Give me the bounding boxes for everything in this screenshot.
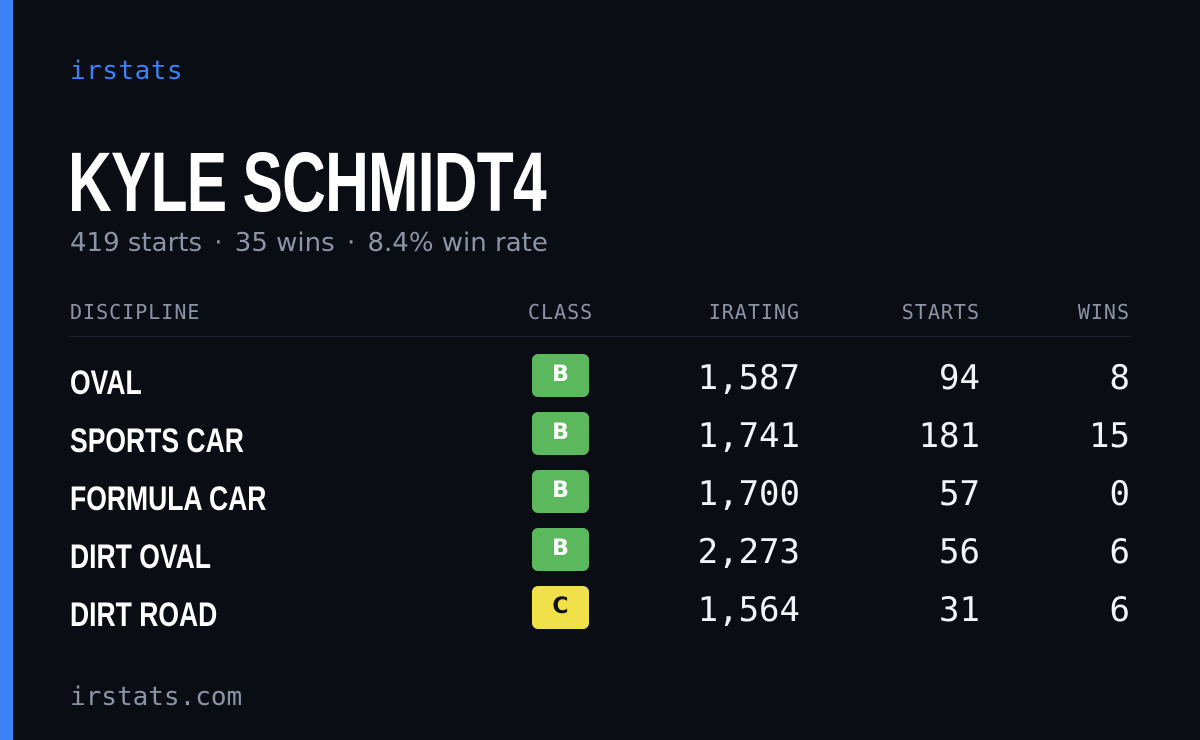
wins-value: 0 xyxy=(1109,474,1130,514)
win-rate-summary: 8.4% win rate xyxy=(367,228,548,258)
class-badge: B xyxy=(532,528,589,571)
accent-bar xyxy=(0,0,13,740)
starts-value: 57 xyxy=(939,474,980,514)
discipline-name: DIRT ROAD xyxy=(70,596,218,634)
starts-value: 56 xyxy=(939,532,980,572)
column-header-starts: STARTS xyxy=(901,300,980,324)
starts-value: 94 xyxy=(939,358,980,398)
irating-value: 1,741 xyxy=(697,416,800,456)
discipline-name: FORMULA CAR xyxy=(70,480,267,518)
table-row: SPORTS CAR B 1,741 181 15 xyxy=(70,412,1130,460)
starts-value: 181 xyxy=(918,416,980,456)
class-badge: C xyxy=(532,586,589,629)
table-header: DISCIPLINE CLASS IRATING STARTS WINS xyxy=(70,300,1130,337)
table-row: FORMULA CAR B 1,700 57 0 xyxy=(70,470,1130,518)
class-badge: B xyxy=(532,354,589,397)
column-header-wins: WINS xyxy=(1077,300,1130,324)
table-row: OVAL B 1,587 94 8 xyxy=(70,354,1130,402)
column-header-irating: IRATING xyxy=(708,300,800,324)
wins-value: 15 xyxy=(1089,416,1130,456)
wins-value: 6 xyxy=(1109,532,1130,572)
irating-value: 1,587 xyxy=(697,358,800,398)
wins-summary: 35 wins xyxy=(234,228,335,258)
table-row: DIRT ROAD C 1,564 31 6 xyxy=(70,586,1130,634)
class-badge: B xyxy=(532,412,589,455)
discipline-name: DIRT OVAL xyxy=(70,538,211,576)
column-header-discipline: DISCIPLINE xyxy=(70,300,201,324)
brand-logo: irstats xyxy=(70,56,184,86)
class-badge: B xyxy=(532,470,589,513)
irating-value: 1,700 xyxy=(697,474,800,514)
discipline-name: SPORTS CAR xyxy=(70,422,244,460)
footer-url: irstats.com xyxy=(70,682,243,712)
summary-separator: · xyxy=(346,228,356,258)
starts-summary: 419 starts xyxy=(70,228,202,258)
column-header-class: CLASS xyxy=(528,300,594,324)
irating-value: 2,273 xyxy=(697,532,800,572)
wins-value: 6 xyxy=(1109,590,1130,630)
page-title: KYLE SCHMIDT4 xyxy=(68,135,547,229)
summary-separator: · xyxy=(214,228,223,258)
player-summary: 419 starts · 35 wins · 8.4% win rate xyxy=(70,228,548,258)
discipline-name: OVAL xyxy=(70,364,142,402)
irating-value: 1,564 xyxy=(697,590,800,630)
table-row: DIRT OVAL B 2,273 56 6 xyxy=(70,528,1130,576)
starts-value: 31 xyxy=(939,590,980,630)
wins-value: 8 xyxy=(1109,358,1130,398)
